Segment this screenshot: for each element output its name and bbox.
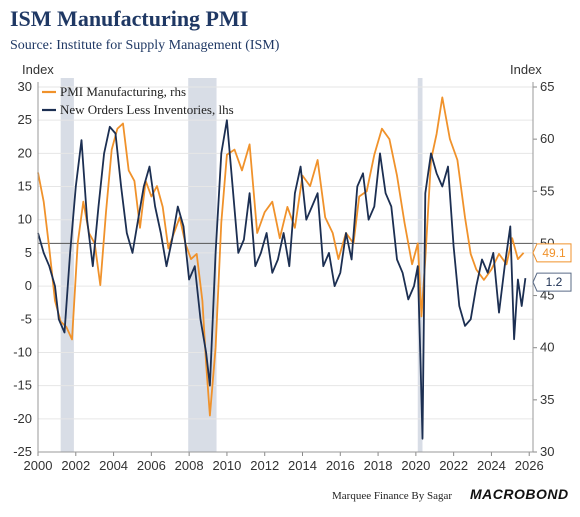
last-value-badges: 49.1 1.2 bbox=[532, 243, 572, 292]
left-axis-unit: Index bbox=[22, 62, 54, 77]
chart-title: ISM Manufacturing PMI bbox=[10, 6, 249, 31]
left-tick-label: 0 bbox=[25, 278, 32, 293]
x-tick-label: 2022 bbox=[439, 458, 468, 473]
pmi-last-value-badge: 49.1 bbox=[532, 243, 572, 263]
right-tick-label: 30 bbox=[540, 444, 554, 459]
left-tick-label: -20 bbox=[13, 411, 32, 426]
left-tick-label: 5 bbox=[25, 245, 32, 260]
x-tick-label: 2002 bbox=[61, 458, 90, 473]
left-tick-label: -5 bbox=[20, 311, 32, 326]
macrobond-logo: MACROBOND bbox=[470, 486, 569, 502]
new-orders-last-value-badge: 1.2 bbox=[532, 272, 572, 292]
new-orders-less-inventories-line bbox=[37, 119, 527, 440]
left-tick-label: -25 bbox=[13, 444, 32, 459]
left-tick-label: -15 bbox=[13, 378, 32, 393]
recession-band bbox=[417, 78, 423, 452]
left-tick-label: 15 bbox=[18, 179, 32, 194]
x-tick-label: 2004 bbox=[99, 458, 128, 473]
right-tick-label: 60 bbox=[540, 131, 554, 146]
x-tick-label: 2014 bbox=[288, 458, 317, 473]
left-tick-label: 10 bbox=[18, 212, 32, 227]
badge-value: 1.2 bbox=[546, 275, 563, 289]
series-lines bbox=[37, 96, 527, 440]
right-tick-label: 35 bbox=[540, 392, 554, 407]
left-tick-label: -10 bbox=[13, 344, 32, 359]
x-tick-label: 2010 bbox=[212, 458, 241, 473]
legend-item: New Orders Less Inventories, lhs bbox=[60, 102, 234, 117]
right-tick-label: 40 bbox=[540, 340, 554, 355]
pmi-manufacturing-line bbox=[37, 96, 525, 417]
x-tick-label: 2012 bbox=[250, 458, 279, 473]
gridlines bbox=[38, 86, 533, 453]
left-tick-label: 20 bbox=[18, 145, 32, 160]
credit-text: Marquee Finance By Sagar bbox=[332, 490, 452, 502]
x-tick-label: 2008 bbox=[175, 458, 204, 473]
x-tick-label: 2006 bbox=[137, 458, 166, 473]
recession-band bbox=[60, 78, 74, 452]
x-tick-label: 2026 bbox=[515, 458, 544, 473]
left-tick-label: 30 bbox=[18, 79, 32, 94]
right-tick-label: 55 bbox=[540, 183, 554, 198]
x-tick-label: 2024 bbox=[477, 458, 506, 473]
badge-frame bbox=[532, 243, 572, 263]
x-tick-label: 2018 bbox=[364, 458, 393, 473]
legend[interactable]: PMI Manufacturing, rhs New Orders Less In… bbox=[42, 84, 234, 117]
left-tick-label: 25 bbox=[18, 112, 32, 127]
x-tick-label: 2016 bbox=[326, 458, 355, 473]
x-tick-label: 2000 bbox=[24, 458, 53, 473]
badge-value: 49.1 bbox=[542, 246, 566, 260]
legend-item: PMI Manufacturing, rhs bbox=[60, 84, 186, 99]
chart-subtitle: Source: Institute for Supply Management … bbox=[10, 38, 280, 53]
right-axis-unit: Index bbox=[510, 62, 542, 77]
x-tick-label: 2020 bbox=[401, 458, 430, 473]
right-tick-label: 65 bbox=[540, 79, 554, 94]
axes: 302520151050-5-10-15-20-2565605550454035… bbox=[13, 79, 554, 473]
badge-frame bbox=[532, 272, 572, 292]
